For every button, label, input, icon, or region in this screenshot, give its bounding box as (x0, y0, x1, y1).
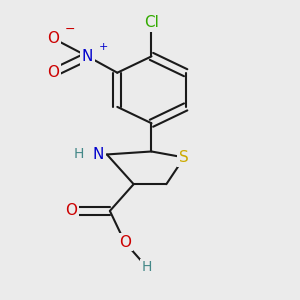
Text: O: O (65, 203, 77, 218)
Text: O: O (47, 65, 59, 80)
Text: +: + (99, 43, 109, 52)
Text: Cl: Cl (144, 15, 159, 30)
Text: −: − (64, 23, 75, 36)
Text: O: O (47, 31, 59, 46)
Text: H: H (74, 148, 84, 161)
Text: S: S (179, 150, 189, 165)
Text: H: H (142, 260, 152, 274)
Text: N: N (92, 147, 104, 162)
Text: N: N (82, 49, 93, 64)
Text: O: O (119, 235, 131, 250)
